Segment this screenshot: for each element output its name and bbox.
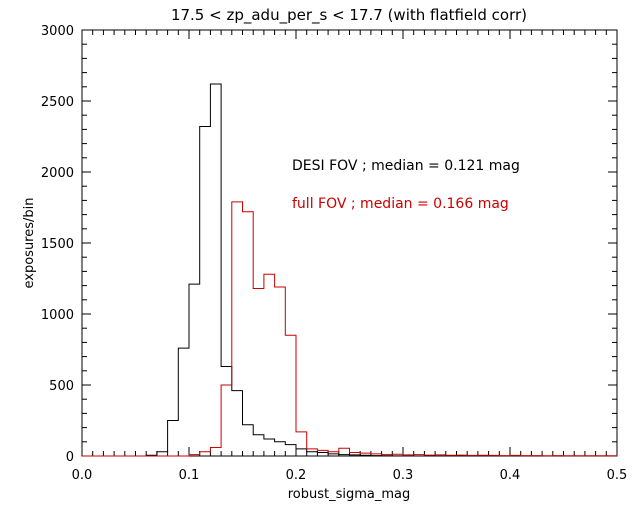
histogram-series-2 <box>82 201 618 457</box>
y-axis-label: exposures/bin <box>22 198 37 289</box>
y-tick-label: 0 <box>66 450 74 465</box>
axes: 0.0 0.1 0.2 0.3 0.4 0.5 0 500 1000 1500 2000 2500 30… <box>41 24 627 483</box>
x-tick-label: 0.4 <box>500 468 521 483</box>
x-tick-label: 0.1 <box>179 468 200 483</box>
y-tick-label: 1500 <box>41 237 74 252</box>
annotation-desi-fov: DESI FOV ; median = 0.121 mag <box>292 158 520 174</box>
chart-title: 17.5 < zp_adu_per_s < 17.7 (with flatfie… <box>171 6 527 25</box>
x-tick-label: 0.2 <box>286 468 307 483</box>
x-tick-label: 0.3 <box>393 468 414 483</box>
y-tick-label: 2500 <box>41 95 74 110</box>
y-tick-label: 500 <box>49 379 74 394</box>
y-tick-label: 3000 <box>41 24 74 39</box>
series-layer <box>82 83 618 457</box>
x-tick-label: 0.0 <box>72 468 93 483</box>
y-tick-label: 2000 <box>41 166 74 181</box>
y-tick-label: 1000 <box>41 308 74 323</box>
x-axis-label: robust_sigma_mag <box>288 487 411 502</box>
histogram-series-1 <box>82 83 617 457</box>
plot-frame <box>81 29 618 457</box>
annotation-full-fov: full FOV ; median = 0.166 mag <box>292 196 509 212</box>
x-tick-label: 0.5 <box>607 468 628 483</box>
